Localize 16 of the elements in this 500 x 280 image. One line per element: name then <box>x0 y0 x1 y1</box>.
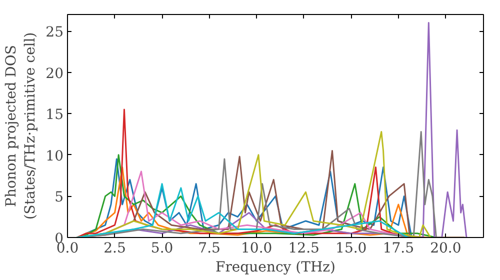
x-tick-label: 10.0 <box>241 240 272 256</box>
y-axis-title: Phonon projected DOS (States/THz·primitive cell) <box>3 32 39 220</box>
x-tick-label: 15.0 <box>336 240 367 256</box>
x-tick-label: 20.0 <box>430 240 462 256</box>
x-tick-label: 17.5 <box>382 240 414 256</box>
y-tick-label: 10 <box>46 148 64 164</box>
x-tick-label: 2.5 <box>104 240 126 256</box>
y-tick-label: 5 <box>54 190 64 206</box>
x-tick-label: 12.5 <box>288 240 320 256</box>
y-tick-label: 15 <box>46 107 64 124</box>
x-tick-label: 5.0 <box>150 240 174 256</box>
x-axis-title: Frequency (THz) <box>215 260 336 276</box>
y-tick-label: 25 <box>46 24 64 41</box>
x-tick-label: 7.5 <box>198 240 220 256</box>
y-tick-label: 20 <box>46 66 64 82</box>
line-series <box>76 183 409 238</box>
